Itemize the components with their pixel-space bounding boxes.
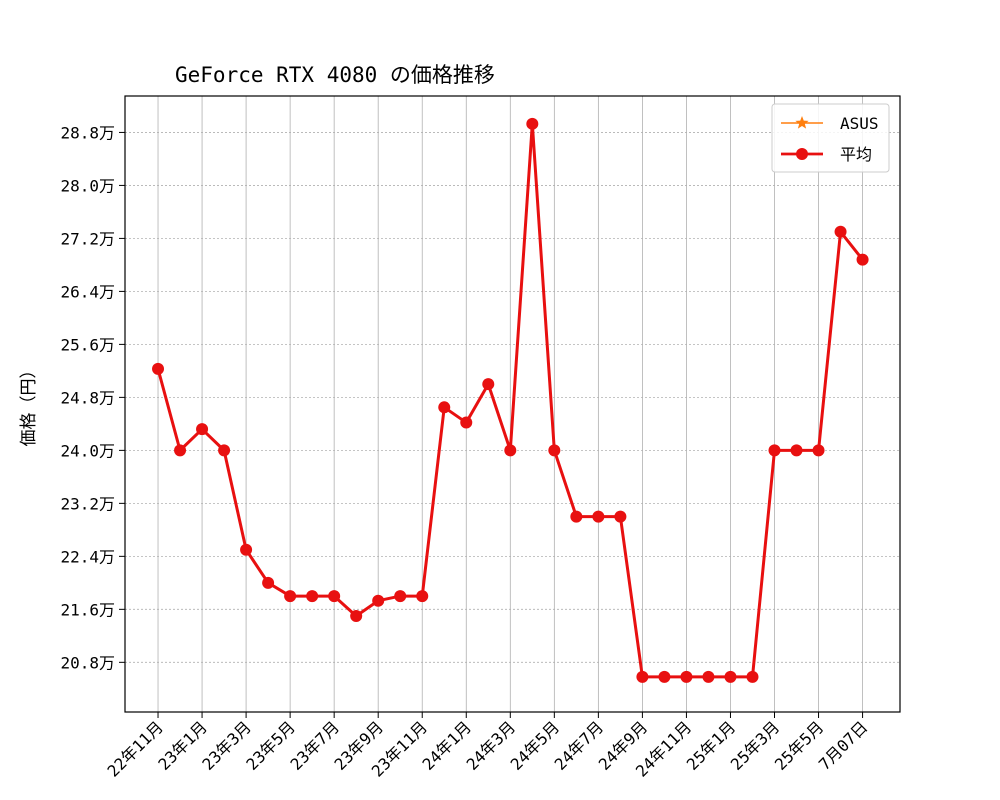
legend-average-label: 平均 [840, 145, 872, 164]
data-point [768, 444, 781, 457]
y-tick-label: 22.4万 [60, 547, 115, 566]
data-point [438, 401, 451, 414]
data-point [240, 543, 253, 556]
x-tick-label: 22年11月 [104, 717, 167, 780]
y-tick-label: 21.6万 [60, 600, 115, 619]
y-tick-label: 27.2万 [60, 229, 115, 248]
legend-average-marker-icon [796, 148, 808, 160]
y-axis-label: 価格（円） [19, 362, 39, 447]
data-point [746, 670, 759, 683]
data-point [306, 590, 319, 603]
y-tick-label: 26.4万 [60, 282, 115, 301]
y-tick-label: 20.8万 [60, 653, 115, 672]
data-point [416, 590, 429, 603]
y-tick-label: 24.0万 [60, 441, 115, 460]
data-point [482, 378, 495, 391]
y-tick-label: 28.8万 [60, 123, 115, 142]
grid-layer [125, 96, 900, 712]
data-point [372, 594, 385, 607]
y-tick-label: 25.6万 [60, 335, 115, 354]
chart-title: GeForce RTX 4080 の価格推移 [175, 63, 495, 87]
data-point [262, 576, 275, 589]
legend: ASUS 平均 [771, 103, 890, 173]
data-point [152, 362, 165, 375]
series-layer [152, 117, 869, 683]
data-point [636, 670, 649, 683]
data-point [174, 444, 187, 457]
data-point [218, 444, 231, 457]
y-tick-label: 28.0万 [60, 176, 115, 195]
legend-asus-star-icon [795, 116, 809, 129]
data-point [614, 510, 627, 523]
data-point [350, 609, 363, 622]
data-point [570, 510, 583, 523]
data-point [658, 670, 671, 683]
data-point [504, 444, 517, 457]
y-tick-label: 23.2万 [60, 494, 115, 513]
data-point [394, 590, 407, 603]
plot-frame [124, 95, 901, 713]
data-point [812, 444, 825, 457]
data-point [328, 590, 341, 603]
data-point [834, 225, 847, 238]
y-tick-label: 24.8万 [60, 388, 115, 407]
x-tick-label: 7月07日 [815, 717, 872, 774]
data-point [284, 590, 297, 603]
data-point [856, 253, 869, 266]
data-point [680, 670, 693, 683]
data-point [526, 117, 539, 130]
data-point [724, 670, 737, 683]
data-point [702, 670, 715, 683]
data-point [460, 416, 473, 429]
legend-asus-label: ASUS [840, 114, 879, 133]
data-point [196, 423, 209, 436]
data-point [548, 444, 561, 457]
data-point [790, 444, 803, 457]
data-point [592, 510, 605, 523]
